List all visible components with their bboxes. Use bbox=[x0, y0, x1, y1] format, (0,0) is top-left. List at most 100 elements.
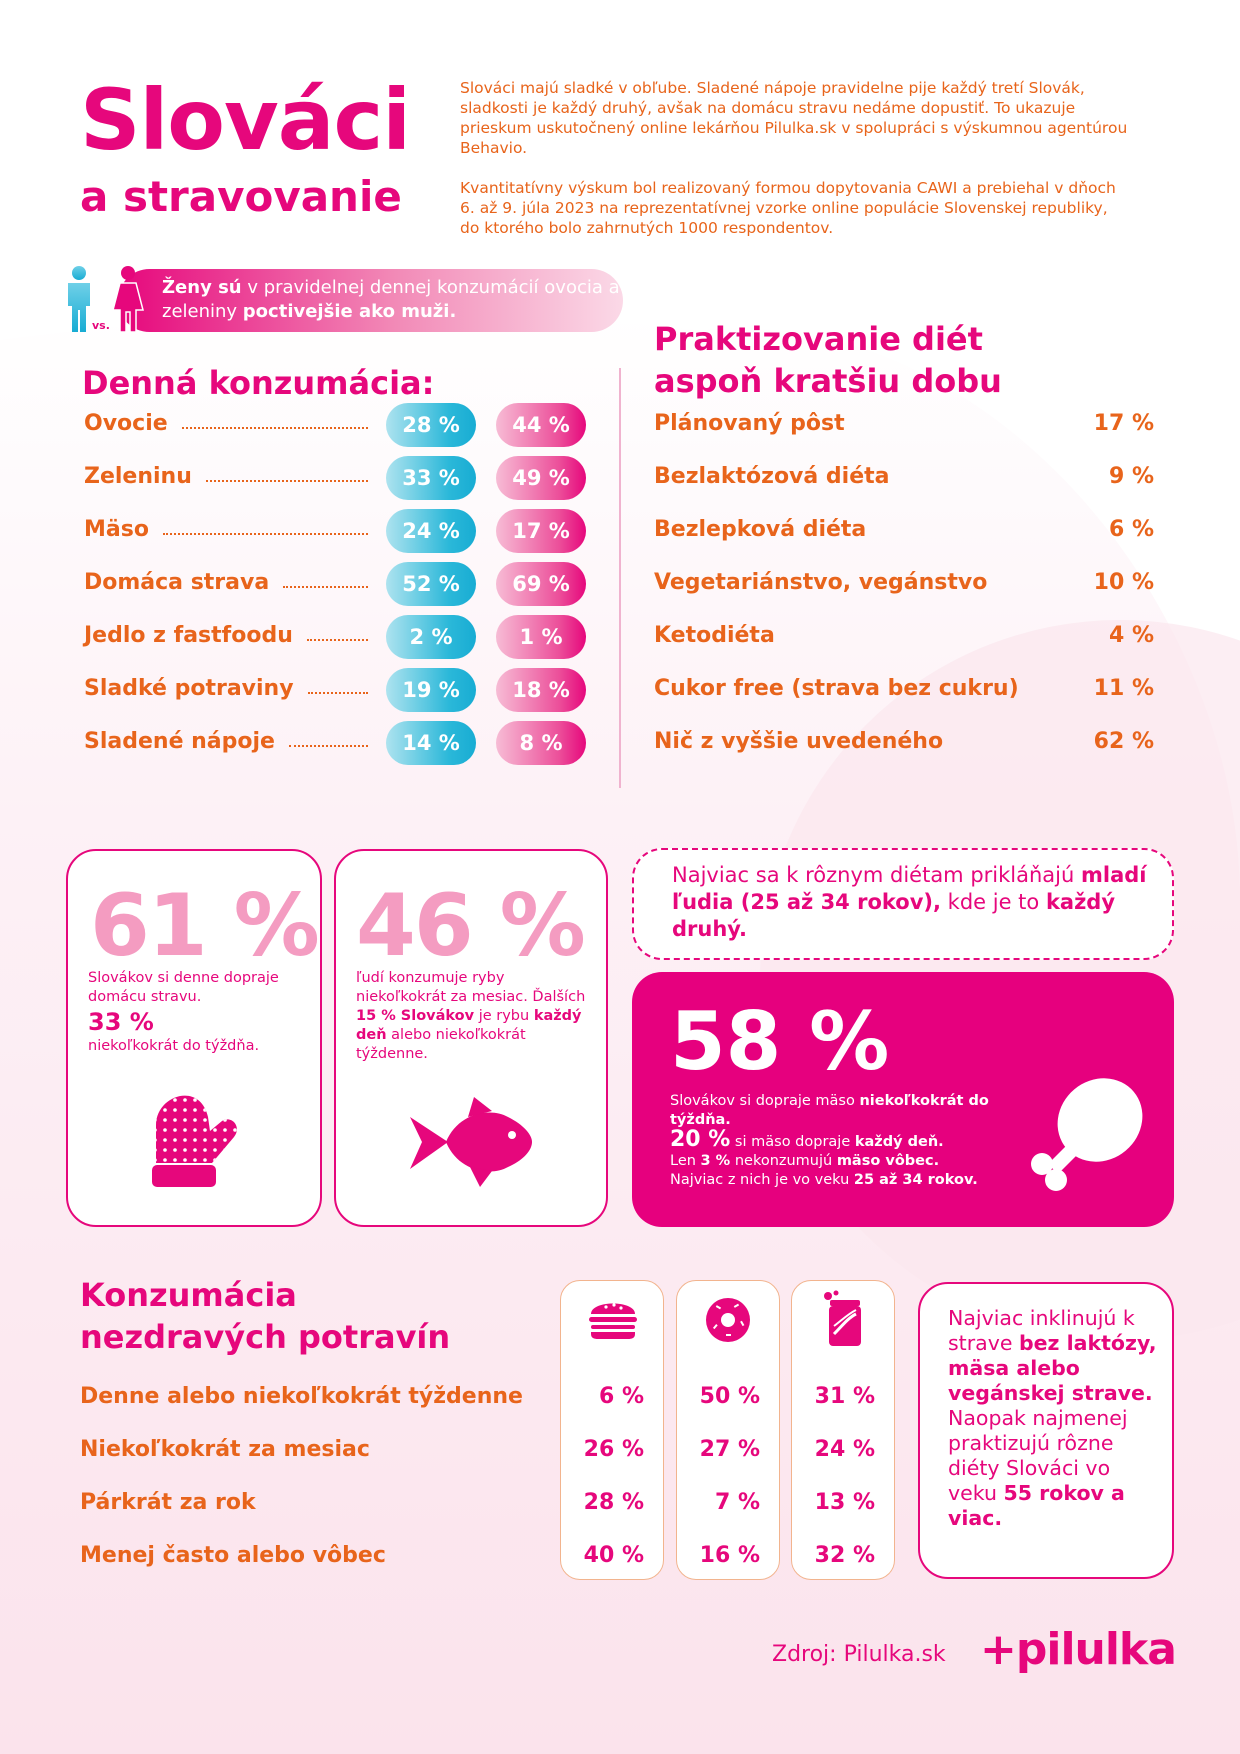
meat-text: Slovákov si dopraje mäso niekoľkokrát do… bbox=[670, 1092, 1000, 1190]
female-icon bbox=[112, 266, 144, 332]
women-value-pill: 1 % bbox=[496, 615, 586, 659]
home-food-text-1: Slovákov si denne dopraje domácu stravu. bbox=[88, 970, 279, 1005]
unhealthy-value: 28 % bbox=[583, 1490, 644, 1515]
meat-text-3: Len bbox=[670, 1153, 701, 1169]
young-people-note: Najviac sa k rôznym diétam prikláňajú ml… bbox=[632, 848, 1174, 960]
men-value-pill: 14 % bbox=[386, 721, 476, 765]
unhealthy-value: 32 % bbox=[814, 1543, 875, 1568]
meat-bold-5: 25 až 34 rokov. bbox=[853, 1172, 978, 1188]
leader-dots bbox=[182, 427, 368, 429]
men-value-pill: 19 % bbox=[386, 668, 476, 712]
meat-bold-3: 3 % bbox=[700, 1153, 731, 1169]
diet-row-value: 11 % bbox=[1093, 676, 1154, 701]
diet-row-label: Ketodiéta bbox=[654, 623, 775, 648]
daily-row-label: Ovocie bbox=[84, 411, 168, 436]
leader-dots bbox=[283, 586, 368, 588]
women-value-pill: 8 % bbox=[496, 721, 586, 765]
women-value-pill: 17 % bbox=[496, 509, 586, 553]
vs-label: vs. bbox=[92, 319, 110, 332]
leader-dots bbox=[289, 745, 368, 747]
divider bbox=[619, 368, 621, 788]
fish-bold-1: 15 % Slovákov bbox=[356, 1008, 475, 1024]
meat-line-4: Najviac z nich je vo veku 25 až 34 rokov… bbox=[670, 1171, 1000, 1190]
chicken-leg-icon bbox=[1031, 1078, 1143, 1191]
unhealthy-value: 27 % bbox=[699, 1437, 760, 1462]
home-food-number-2: 33 % bbox=[88, 1008, 154, 1036]
women-value-pill: 44 % bbox=[496, 403, 586, 447]
men-value-pill: 33 % bbox=[386, 456, 476, 500]
meat-text-4: nekonzumujú bbox=[730, 1153, 837, 1169]
men-value-pill: 2 % bbox=[386, 615, 476, 659]
meat-line-2: 20 % si mäso dopraje každý deň. bbox=[670, 1127, 1000, 1152]
meat-bold-4: mäso vôbec. bbox=[836, 1153, 940, 1169]
unhealthy-value: 6 % bbox=[598, 1384, 644, 1409]
meat-bold-1: niekoľkokrát do týždňa. bbox=[670, 1093, 989, 1128]
fish-icon bbox=[410, 1097, 532, 1187]
diet-row-label: Bezlaktózová diéta bbox=[654, 464, 890, 489]
unhealthy-row-label: Denne alebo niekoľkokrát týždenne bbox=[80, 1384, 523, 1409]
leader-dots bbox=[308, 692, 368, 694]
meat-text-1: Slovákov si dopraje mäso bbox=[670, 1093, 860, 1109]
diet-row-value: 6 % bbox=[1108, 517, 1154, 542]
diet-row-value: 4 % bbox=[1108, 623, 1154, 648]
home-food-card: 61 % Slovákov si denne dopraje domácu st… bbox=[66, 849, 322, 1227]
banner-text: v pravidelnej dennej konzumácií ovocia a… bbox=[162, 277, 620, 322]
fish-big-number: 46 % bbox=[356, 876, 586, 976]
diet-row-label: Vegetariánstvo, vegánstvo bbox=[654, 570, 988, 595]
meat-big-number: 58 % bbox=[670, 995, 890, 1088]
burger-icon bbox=[589, 1303, 637, 1339]
banner-bold-1: Ženy sú bbox=[162, 277, 242, 298]
diet-row-value: 10 % bbox=[1093, 570, 1154, 595]
source-text: Zdroj: Pilulka.sk bbox=[772, 1642, 946, 1667]
unhealthy-value: 7 % bbox=[714, 1490, 760, 1515]
daily-row-label: Mäso bbox=[84, 517, 149, 542]
women-value-pill: 49 % bbox=[496, 456, 586, 500]
unhealthy-value: 26 % bbox=[583, 1437, 644, 1462]
page-subtitle: a stravovanie bbox=[80, 172, 402, 221]
gender-banner: Ženy sú v pravidelnej dennej konzumácií … bbox=[118, 269, 623, 332]
diet-age-text: Najviac inklinujú k strave bez laktózy, … bbox=[948, 1306, 1158, 1531]
diet-row-label: Cukor free (strava bez cukru) bbox=[654, 676, 1019, 701]
diet-row-value: 9 % bbox=[1108, 464, 1154, 489]
diet-row-label: Nič z vyššie uvedeného bbox=[654, 729, 944, 754]
men-value-pill: 52 % bbox=[386, 562, 476, 606]
burger-column bbox=[560, 1280, 664, 1580]
page-title: Slováci bbox=[80, 71, 411, 169]
young-bold-1: mladí ľudia (25 až 34 rokov), bbox=[672, 863, 1147, 914]
unhealthy-row-label: Menej často alebo vôbec bbox=[80, 1543, 386, 1568]
info-text-1: Najviac inklinujú k strave bbox=[948, 1306, 1135, 1355]
home-food-text-2: niekoľkokrát do týždňa. bbox=[88, 1038, 260, 1054]
daily-row-label: Sladené nápoje bbox=[84, 729, 275, 754]
leader-dots bbox=[307, 639, 368, 641]
soda-can-icon bbox=[824, 1290, 861, 1346]
young-text-1: Najviac sa k rôznym diétam prikláňajú bbox=[672, 863, 1081, 887]
diet-row-value: 17 % bbox=[1093, 411, 1154, 436]
meat-number-2: 20 % bbox=[670, 1127, 731, 1152]
home-food-big-number: 61 % bbox=[90, 876, 320, 976]
diet-row-label: Bezlepková diéta bbox=[654, 517, 867, 542]
unhealthy-value: 40 % bbox=[583, 1543, 644, 1568]
fish-card: 46 % ľudí konzumuje ryby niekoľkokrát za… bbox=[334, 849, 608, 1227]
unhealthy-heading-line-1: Konzumácia bbox=[80, 1276, 297, 1314]
young-people-text: Najviac sa k rôznym diétam prikláňajú ml… bbox=[672, 862, 1152, 943]
fish-text-3: alebo niekoľkokrát týždenne. bbox=[356, 1027, 526, 1062]
meat-bold-2: každý deň. bbox=[854, 1134, 944, 1150]
banner-bold-2: poctivejšie ako muži. bbox=[242, 301, 457, 322]
donut-icon bbox=[706, 1298, 750, 1342]
men-value-pill: 28 % bbox=[386, 403, 476, 447]
male-icon bbox=[68, 266, 90, 332]
unhealthy-row-label: Párkrát za rok bbox=[80, 1490, 256, 1515]
diet-row-label: Plánovaný pôst bbox=[654, 411, 845, 436]
intro-paragraph-1: Slováci majú sladké v obľube. Sladené ná… bbox=[460, 79, 1128, 157]
info-bold-2: 55 rokov a viac. bbox=[948, 1481, 1125, 1530]
leader-dots bbox=[163, 533, 368, 535]
info-text-2: Naopak najmenej praktizujú rôzne diéty S… bbox=[948, 1406, 1128, 1505]
young-bold-2: každý druhý. bbox=[672, 890, 1116, 941]
diet-row-value: 62 % bbox=[1093, 729, 1154, 754]
meat-text-2: si mäso dopraje bbox=[730, 1134, 855, 1150]
intro-text: Slováci majú sladké v obľube. Sladené ná… bbox=[460, 78, 1130, 238]
men-value-pill: 24 % bbox=[386, 509, 476, 553]
diets-heading-line-1: Praktizovanie diét bbox=[654, 320, 983, 358]
intro-paragraph-2: Kvantitatívny výskum bol realizovaný for… bbox=[460, 179, 1116, 237]
diets-heading-line-2: aspoň kratšiu dobu bbox=[654, 362, 1002, 400]
